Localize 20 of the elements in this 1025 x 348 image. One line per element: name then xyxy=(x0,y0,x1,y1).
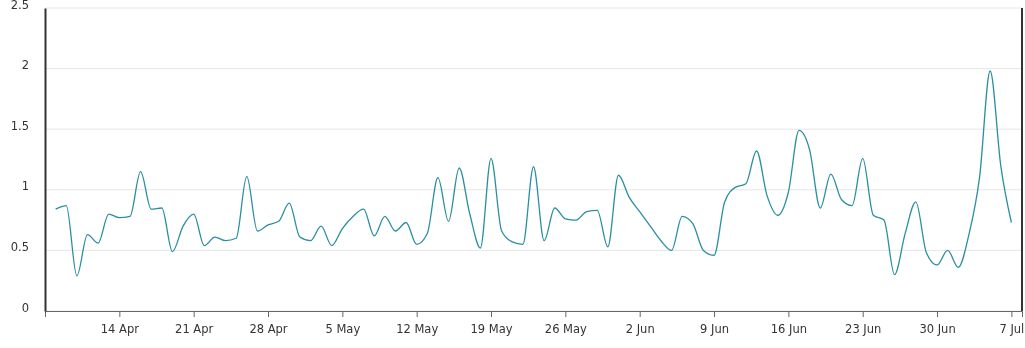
x-tick-label: 28 Apr xyxy=(249,322,288,337)
x-tick-label: 9 Jun xyxy=(700,322,730,337)
x-tick-label: 2 Jun xyxy=(625,322,655,337)
x-tick-label: 12 May xyxy=(396,322,439,337)
y-tick-label: 2 xyxy=(21,58,29,73)
y-tick-label: 2.5 xyxy=(10,0,29,12)
x-tick-label: 23 Jun xyxy=(845,322,882,337)
x-tick-label: 21 Apr xyxy=(175,322,214,337)
x-tick-label: 14 Apr xyxy=(100,322,140,337)
x-tick-label: 7 Jul xyxy=(999,322,1025,337)
x-tick-label: 16 Jun xyxy=(770,322,807,337)
y-tick-label: 0.5 xyxy=(10,239,29,254)
y-tick-label: 1 xyxy=(21,179,29,194)
x-tick-label: 19 May xyxy=(470,322,513,337)
x-tick-label: 26 May xyxy=(544,322,588,337)
y-tick-label: 0 xyxy=(21,300,29,315)
x-tick-label: 30 Jun xyxy=(919,322,956,337)
y-tick-label: 1.5 xyxy=(10,118,29,133)
x-tick-label: 5 May xyxy=(325,322,361,337)
line-series xyxy=(54,70,1013,277)
